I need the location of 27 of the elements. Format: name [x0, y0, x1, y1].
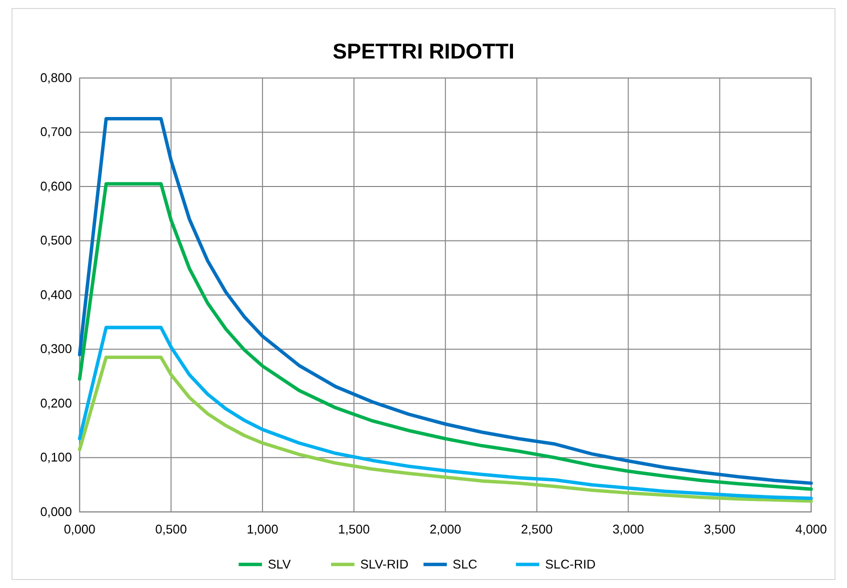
x-tick-label: 0,500 [155, 522, 187, 536]
y-tick-label: 0,100 [40, 450, 72, 465]
legend-label: SLV-RID [360, 557, 408, 572]
x-tick-label: 1,500 [338, 522, 370, 536]
x-tick-label: 0,000 [64, 522, 96, 536]
y-tick-label: 0,300 [40, 342, 72, 356]
line-series [78, 117, 813, 485]
x-tick-label: 2,000 [430, 522, 462, 536]
x-tick-label: 2,500 [521, 522, 553, 536]
y-tick-label: 0,000 [40, 504, 72, 519]
line-series [78, 326, 813, 500]
y-tick-label: 0,800 [40, 70, 72, 85]
x-tick-label: 4,000 [795, 522, 827, 536]
line-series [78, 356, 813, 503]
x-tick-label: 3,500 [704, 522, 736, 536]
y-tick-label: 0,400 [40, 288, 72, 302]
y-tick-label: 0,600 [40, 179, 72, 194]
x-tick-label: 3,000 [612, 522, 644, 536]
y-tick-label: 0,500 [40, 234, 72, 248]
legend-label: SLC [452, 557, 478, 572]
x-tick-label: 1,000 [246, 522, 278, 536]
chart-title: SPETTRI RIDOTTI [332, 40, 514, 64]
line-series [78, 182, 813, 491]
y-tick-label: 0,700 [40, 125, 72, 140]
legend-label: SLV [268, 557, 292, 572]
y-tick-label: 0,200 [40, 396, 72, 410]
legend-label: SLC-RID [545, 557, 596, 572]
